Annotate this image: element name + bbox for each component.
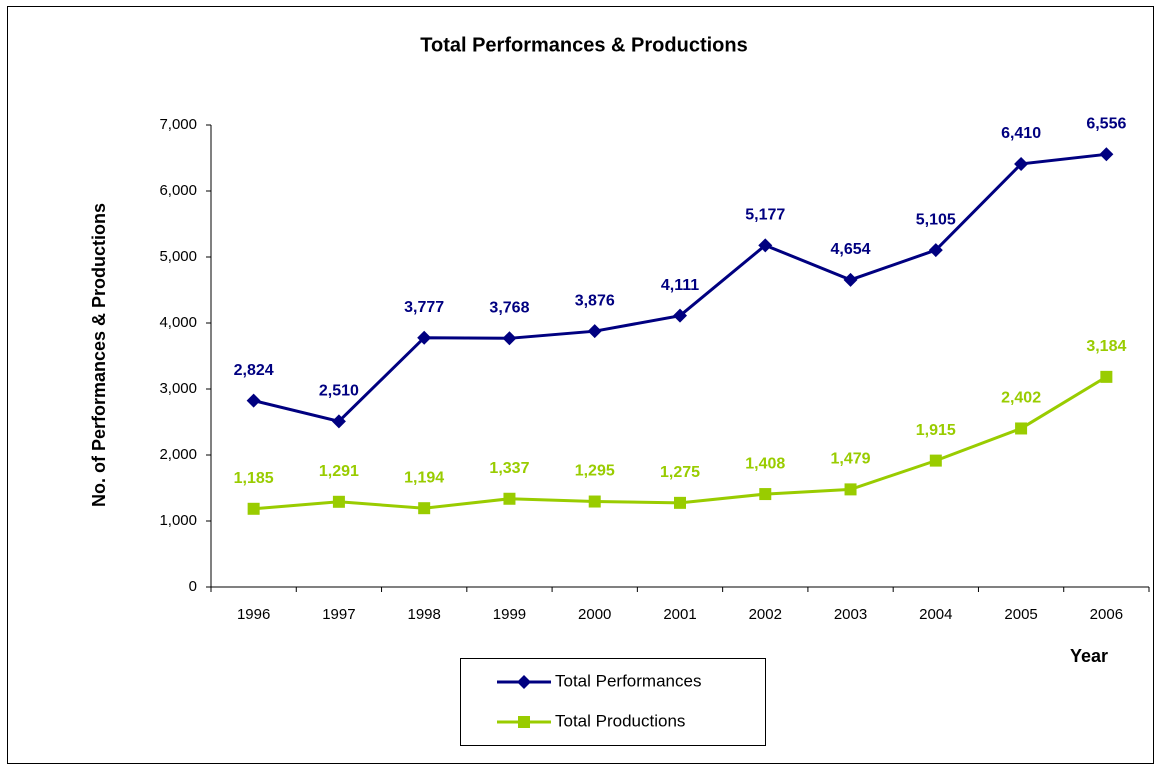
data-label: 3,777 [404,299,444,316]
data-label: 1,479 [831,451,871,468]
x-tick-label: 2005 [1004,606,1037,623]
data-point [417,330,432,345]
data-point [503,492,516,505]
data-point [247,502,260,515]
x-tick-label: 2004 [919,606,952,623]
y-tick-label: 2,000 [159,446,197,463]
data-label: 3,768 [489,300,529,317]
data-point [502,331,517,346]
y-tick-label: 4,000 [159,314,197,331]
data-label: 1,291 [319,463,359,480]
data-label: 1,295 [575,463,615,480]
legend-marker [518,716,530,728]
data-label: 2,510 [319,383,359,400]
chart-border [7,6,1154,764]
data-point [844,483,857,496]
y-tick-label: 1,000 [159,512,197,529]
legend-marker [517,675,531,689]
data-label: 4,111 [661,277,699,294]
y-axis-label: No. of Performances & Productions [89,203,109,507]
data-label: 6,410 [1001,125,1041,142]
data-point [1015,422,1028,435]
data-label: 6,556 [1086,116,1126,133]
y-tick-label: 3,000 [159,380,197,397]
data-point [332,495,345,508]
y-tick-label: 6,000 [159,182,197,199]
legend-label: Total Productions [555,711,685,730]
data-label: 1,337 [489,460,529,477]
data-point [588,495,601,508]
x-tick-label: 2003 [834,606,867,623]
chart-title: Total Performances & Productions [420,34,747,56]
data-label: 1,185 [234,470,274,487]
x-tick-label: 1997 [322,606,355,623]
data-label: 2,402 [1001,390,1041,407]
data-label: 1,408 [745,455,785,472]
data-point [331,414,346,429]
x-tick-label: 1999 [493,606,526,623]
data-label: 1,194 [404,469,444,486]
y-tick-label: 0 [189,578,197,595]
data-point [928,243,943,258]
data-label: 2,824 [234,362,274,379]
x-tick-label: 2000 [578,606,611,623]
data-label: 5,105 [916,211,956,228]
x-tick-label: 2002 [749,606,782,623]
data-point [759,488,772,501]
x-tick-label: 1996 [237,606,270,623]
data-point [673,308,687,323]
legend-box [460,658,766,746]
data-point [1099,147,1114,162]
data-point [674,496,686,509]
x-tick-label: 2001 [663,606,696,623]
data-point [418,502,431,515]
data-label: 1,275 [660,464,700,481]
data-label: 1,915 [916,422,956,439]
data-point [758,238,773,253]
y-tick-label: 5,000 [159,248,197,265]
x-axis-label: Year [1070,646,1108,666]
data-point [587,324,602,339]
data-label: 3,876 [575,292,615,309]
data-point [246,393,261,408]
x-tick-label: 1998 [407,606,440,623]
data-label: 4,654 [831,241,871,258]
data-point [929,454,942,467]
legend-label: Total Performances [555,671,701,690]
data-point [1014,156,1029,171]
data-point [843,272,858,287]
data-label: 3,184 [1086,338,1126,355]
data-label: 5,177 [745,207,785,224]
x-tick-label: 2006 [1090,606,1123,623]
y-tick-label: 7,000 [159,116,197,133]
data-point [1100,370,1113,383]
